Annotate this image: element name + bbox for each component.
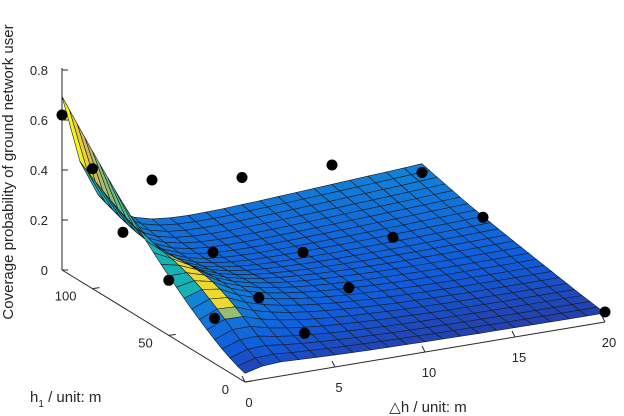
z-axis-ticks: 0 0.2 0.4 0.6 0.8: [30, 63, 68, 278]
y-tick-mark: [244, 380, 253, 383]
data-point: [416, 167, 428, 178]
z-tick-label: 0.8: [30, 63, 48, 78]
z-tick-label: 0: [41, 263, 48, 278]
x-axis-label: △h / unit: m: [389, 399, 466, 416]
z-axis-label: Coverage probability of ground network u…: [0, 24, 17, 319]
x-tick-label: 0: [245, 395, 252, 410]
z-tick-label: 0.2: [30, 213, 48, 228]
surface-mesh: [61, 96, 606, 374]
data-point: [236, 172, 248, 183]
data-point: [599, 306, 611, 318]
data-point: [253, 292, 265, 304]
x-axis-ticks: 0 5 10 15 20: [241, 315, 616, 410]
x-tick-mark: [421, 345, 426, 353]
x-tick-mark: [331, 360, 336, 368]
data-point: [87, 163, 98, 175]
y-tick-label: 50: [138, 335, 152, 350]
z-tick-label: 0.6: [30, 113, 48, 128]
x-tick-mark: [601, 315, 606, 323]
data-point: [56, 109, 68, 121]
z-tick-label: 0.4: [30, 163, 48, 178]
data-point: [326, 159, 338, 171]
data-point: [117, 226, 129, 238]
data-point: [209, 312, 220, 324]
y-tick-label: 0: [222, 382, 229, 397]
data-point: [297, 246, 309, 258]
x-tick-mark: [241, 375, 246, 383]
y-tick-label: 100: [55, 289, 77, 304]
data-point: [299, 327, 310, 339]
data-point: [477, 211, 489, 223]
y-tick-mark: [168, 333, 176, 336]
x-tick-label: 5: [335, 380, 342, 395]
surface-patch: [579, 306, 606, 317]
y-axis-ticks: 0 50 100: [55, 287, 253, 397]
x-tick-label: 10: [422, 365, 436, 380]
data-point: [146, 174, 158, 186]
x-tick-mark: [511, 330, 516, 338]
x-tick-label: 20: [602, 335, 616, 350]
surface-patch: [61, 96, 88, 172]
y-tick-mark: [92, 287, 100, 290]
data-points: [56, 109, 611, 339]
x-tick-label: 15: [512, 350, 526, 365]
data-point: [207, 246, 219, 258]
data-point: [387, 231, 399, 243]
data-point: [163, 274, 175, 286]
data-point: [343, 282, 355, 294]
y-axis-label: h1 / unit: m: [30, 389, 101, 410]
